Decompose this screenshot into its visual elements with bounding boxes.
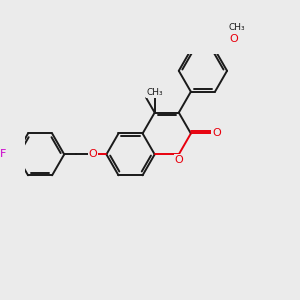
Text: O: O: [229, 34, 238, 44]
Text: O: O: [174, 154, 183, 165]
Text: CH₃: CH₃: [146, 88, 163, 97]
Text: CH₃: CH₃: [229, 23, 246, 32]
Text: F: F: [0, 149, 6, 159]
Text: O: O: [89, 149, 98, 159]
Text: O: O: [212, 128, 221, 139]
